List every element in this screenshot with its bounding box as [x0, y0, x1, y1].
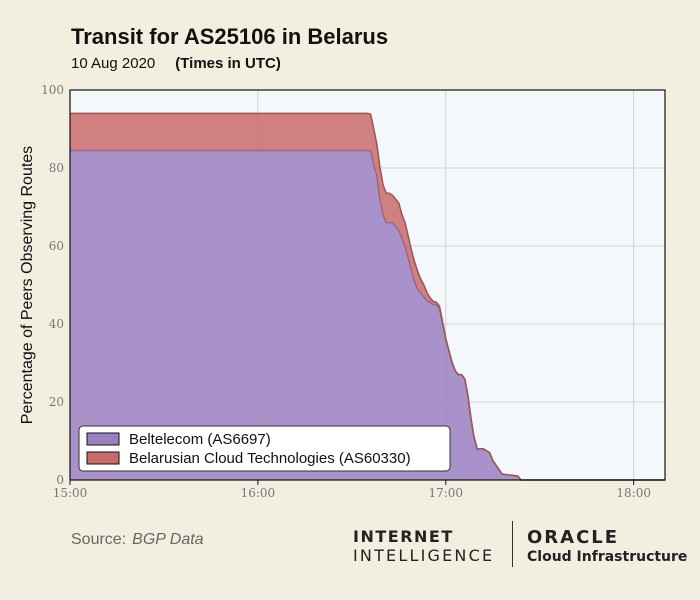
internet-intelligence-logo: INTERNET INTELLIGENCE [353, 527, 494, 565]
y-tick-label: 100 [41, 83, 64, 97]
oracle-logo-line1: ORACLE [527, 527, 620, 548]
legend-label: Beltelecom (AS6697) [129, 431, 271, 448]
legend-label: Belarusian Cloud Technologies (AS60330) [129, 450, 411, 467]
x-axis-ticks: 15:00 16:00 17:00 18:00 [53, 480, 651, 500]
source-value: BGP Data [132, 531, 204, 548]
series-area-2 [70, 113, 665, 481]
legend-box [78, 425, 451, 472]
legend: Beltelecom (AS6697) Belarusian Cloud Tech… [78, 425, 451, 472]
chart-svg: 0 20 40 60 80 100 15:00 16:00 17:00 18:00 Percen… [19, 83, 666, 500]
y-tick-label: 60 [49, 239, 64, 253]
source-note: Source: BGP Data [71, 531, 204, 549]
area-series [70, 112, 665, 481]
chart-subtitle: 10 Aug 2020 (Times in UTC) [71, 55, 281, 72]
legend-swatch [86, 432, 120, 446]
source-label: Source: [71, 531, 127, 548]
legend-swatch [86, 451, 120, 465]
ii-logo-line1: INTERNET [353, 527, 454, 546]
y-tick-label: 0 [56, 473, 64, 487]
ii-logo-line2: INTELLIGENCE [353, 546, 495, 565]
x-tick-label: 18:00 [616, 486, 651, 500]
y-tick-label: 80 [49, 161, 64, 175]
y-tick-label: 40 [49, 317, 64, 331]
series-area-1 [70, 150, 665, 480]
plot-frame [69, 89, 666, 481]
chart-date: 10 Aug 2020 [71, 55, 156, 72]
y-axis-ticks: 0 20 40 60 80 100 [41, 83, 64, 487]
series-line-2 [70, 112, 665, 481]
chart-title: Transit for AS25106 in Belarus [71, 24, 389, 49]
y-tick-label: 20 [49, 395, 64, 409]
x-tick-label: 16:00 [241, 486, 276, 500]
logo-divider [512, 521, 513, 567]
y-axis-label: Percentage of Peers Observing Routes [19, 146, 36, 424]
timezone-note: (Times in UTC) [175, 55, 281, 72]
oracle-logo-line2: Cloud Infrastructure [527, 549, 688, 565]
oracle-logo: ORACLE Cloud Infrastructure [527, 527, 687, 565]
x-tick-label: 15:00 [53, 486, 88, 500]
x-tick-label: 17:00 [428, 486, 463, 500]
